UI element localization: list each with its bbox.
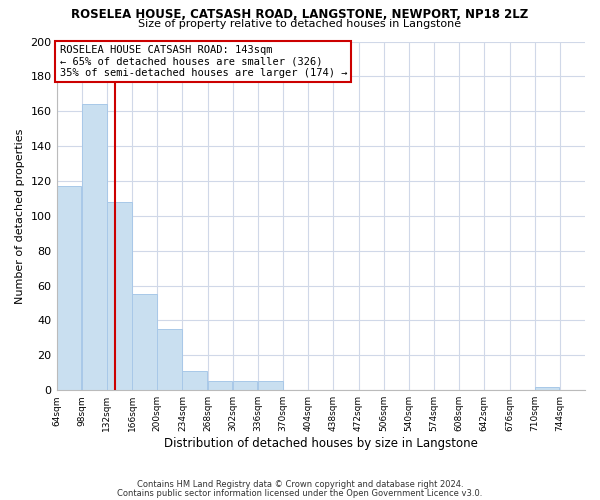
Text: Contains public sector information licensed under the Open Government Licence v3: Contains public sector information licen… — [118, 488, 482, 498]
Text: Size of property relative to detached houses in Langstone: Size of property relative to detached ho… — [139, 19, 461, 29]
Bar — [107, 202, 131, 390]
Bar — [132, 294, 157, 390]
Y-axis label: Number of detached properties: Number of detached properties — [15, 128, 25, 304]
Text: ROSELEA HOUSE, CATSASH ROAD, LANGSTONE, NEWPORT, NP18 2LZ: ROSELEA HOUSE, CATSASH ROAD, LANGSTONE, … — [71, 8, 529, 20]
Bar — [208, 382, 232, 390]
Bar — [82, 104, 107, 390]
Text: Contains HM Land Registry data © Crown copyright and database right 2024.: Contains HM Land Registry data © Crown c… — [137, 480, 463, 489]
Bar — [535, 386, 559, 390]
Bar — [56, 186, 82, 390]
Bar — [258, 382, 283, 390]
X-axis label: Distribution of detached houses by size in Langstone: Distribution of detached houses by size … — [164, 437, 478, 450]
Bar — [157, 329, 182, 390]
Text: ROSELEA HOUSE CATSASH ROAD: 143sqm
← 65% of detached houses are smaller (326)
35: ROSELEA HOUSE CATSASH ROAD: 143sqm ← 65%… — [59, 45, 347, 78]
Bar — [182, 371, 207, 390]
Bar — [233, 382, 257, 390]
